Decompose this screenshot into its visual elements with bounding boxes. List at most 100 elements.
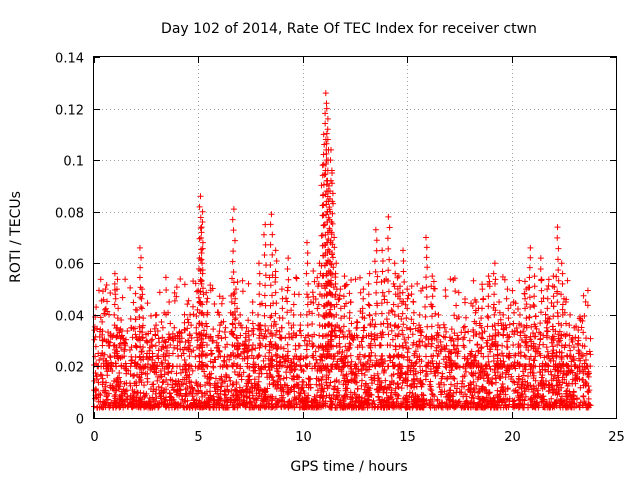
data-point	[329, 180, 336, 187]
data-point	[385, 310, 392, 317]
data-point	[295, 381, 302, 388]
data-point	[532, 353, 539, 360]
data-point	[279, 315, 286, 322]
data-point	[485, 293, 492, 300]
data-point	[562, 341, 569, 348]
data-point	[197, 193, 204, 200]
data-point	[544, 328, 551, 335]
data-point	[193, 324, 200, 331]
y-axis-label: ROTI / TECUs	[8, 191, 24, 283]
data-point	[537, 369, 544, 376]
data-point	[169, 350, 176, 357]
data-point	[216, 348, 223, 355]
data-point	[340, 400, 347, 407]
data-point	[506, 350, 513, 357]
data-point	[114, 375, 121, 382]
data-point	[324, 136, 331, 143]
data-point	[206, 388, 213, 395]
data-point	[484, 323, 491, 330]
data-point	[551, 373, 558, 380]
data-point	[197, 381, 204, 388]
data-point	[204, 379, 211, 386]
data-point	[486, 333, 493, 340]
data-point	[204, 295, 211, 302]
data-point	[416, 404, 423, 411]
data-point	[336, 295, 343, 302]
data-point	[448, 337, 455, 344]
data-point	[226, 356, 233, 363]
data-point	[354, 319, 361, 326]
data-point	[379, 396, 386, 403]
data-point	[296, 342, 303, 349]
data-point	[566, 322, 573, 329]
data-point	[500, 332, 507, 339]
data-point	[410, 363, 417, 370]
data-point	[151, 404, 158, 411]
data-point	[330, 284, 337, 291]
data-point	[301, 404, 308, 411]
data-point	[323, 140, 330, 147]
data-point	[531, 357, 538, 364]
data-point	[91, 395, 98, 402]
data-point	[166, 352, 173, 359]
data-point	[295, 394, 302, 401]
data-point	[234, 305, 241, 312]
data-point	[269, 231, 276, 238]
data-point	[122, 276, 129, 283]
data-point	[516, 363, 523, 370]
data-point	[439, 373, 446, 380]
data-point	[492, 276, 499, 283]
data-point	[496, 309, 503, 316]
data-point	[484, 313, 491, 320]
data-point	[273, 352, 280, 359]
data-point	[204, 323, 211, 330]
data-point	[322, 90, 329, 97]
data-point	[313, 375, 320, 382]
data-point	[580, 329, 587, 336]
data-point	[102, 383, 109, 390]
data-point	[384, 363, 391, 370]
data-point	[366, 391, 373, 398]
data-point	[473, 320, 480, 327]
data-point	[535, 345, 542, 352]
data-point	[166, 390, 173, 397]
data-point	[257, 301, 264, 308]
data-point	[567, 403, 574, 410]
data-point	[121, 339, 128, 346]
data-point	[540, 295, 547, 302]
data-point	[504, 363, 511, 370]
data-point	[569, 395, 576, 402]
data-point	[366, 311, 373, 318]
data-point	[481, 404, 488, 411]
data-point	[193, 313, 200, 320]
data-point	[395, 366, 402, 373]
data-point	[267, 241, 274, 248]
data-point	[238, 376, 245, 383]
data-point	[478, 305, 485, 312]
data-point	[451, 375, 458, 382]
chart-title: Day 102 of 2014, Rate Of TEC Index for r…	[161, 21, 537, 37]
data-point	[358, 377, 365, 384]
data-point	[445, 394, 452, 401]
data-point	[402, 376, 409, 383]
data-point	[280, 388, 287, 395]
data-point	[203, 341, 210, 348]
data-point	[575, 350, 582, 357]
data-point	[122, 342, 129, 349]
data-point	[331, 327, 338, 334]
data-point	[329, 254, 336, 261]
data-point	[99, 337, 106, 344]
data-point	[513, 324, 520, 331]
data-point	[246, 336, 253, 343]
data-point	[314, 274, 321, 281]
data-point	[184, 404, 191, 411]
data-point	[106, 311, 113, 318]
data-point	[549, 386, 556, 393]
data-point	[434, 353, 441, 360]
data-point	[416, 322, 423, 329]
data-point	[395, 381, 402, 388]
data-point	[239, 277, 246, 284]
data-point	[221, 358, 228, 365]
data-point	[201, 399, 208, 406]
data-point	[509, 287, 516, 294]
